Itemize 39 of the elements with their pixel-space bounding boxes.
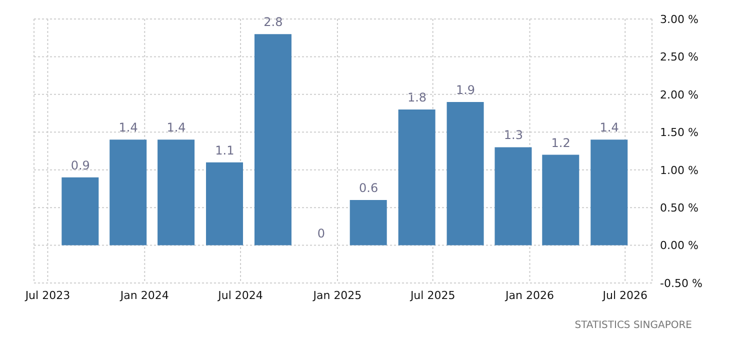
x-tick-label: Jul 2024 bbox=[217, 288, 263, 302]
y-tick-label: -0.50 % bbox=[660, 276, 702, 290]
data-label: 1.4 bbox=[166, 120, 186, 135]
x-tick-label: Jul 2026 bbox=[602, 288, 648, 302]
bar bbox=[62, 177, 99, 246]
data-label: 1.4 bbox=[600, 120, 619, 135]
data-label: 1.2 bbox=[551, 136, 570, 150]
x-tick-label: Jul 2025 bbox=[409, 288, 456, 302]
x-tick-label: Jan 2024 bbox=[119, 288, 169, 302]
y-tick-label: 3.00 % bbox=[660, 12, 698, 26]
y-tick-label: 1.50 % bbox=[660, 126, 698, 140]
text: STATISTICS SINGAPORE bbox=[574, 320, 692, 331]
bar bbox=[254, 34, 292, 246]
data-label: 1.9 bbox=[456, 82, 476, 97]
y-tick-label: 2.00 % bbox=[660, 88, 698, 102]
data-label: 0 bbox=[317, 226, 325, 240]
x-tick-label: Jan 2026 bbox=[504, 288, 554, 302]
bar bbox=[590, 140, 628, 246]
y-tick-label: 2.50 % bbox=[660, 50, 698, 64]
data-label: 0.6 bbox=[359, 181, 378, 196]
y-tick-label: 0.50 % bbox=[660, 201, 698, 214]
data-label: 1.1 bbox=[215, 143, 234, 158]
bar bbox=[542, 154, 580, 246]
bar bbox=[206, 162, 244, 246]
bar bbox=[398, 110, 436, 246]
bar bbox=[158, 140, 195, 246]
y-tick-label: 0.00 % bbox=[660, 239, 698, 252]
x-tick-label: Jul 2023 bbox=[24, 288, 70, 302]
bar bbox=[110, 140, 147, 246]
data-label: 1.4 bbox=[118, 120, 138, 135]
data-label: 1.8 bbox=[407, 90, 427, 105]
bar bbox=[494, 147, 532, 246]
data-label: 2.8 bbox=[264, 15, 283, 30]
bar bbox=[350, 200, 387, 246]
x-tick-label: Jan 2025 bbox=[312, 288, 362, 302]
y-tick-label: 1.00 % bbox=[660, 164, 698, 177]
bar bbox=[446, 102, 484, 246]
data-label: 0.9 bbox=[70, 158, 90, 172]
data-label: 1.3 bbox=[504, 128, 523, 142]
